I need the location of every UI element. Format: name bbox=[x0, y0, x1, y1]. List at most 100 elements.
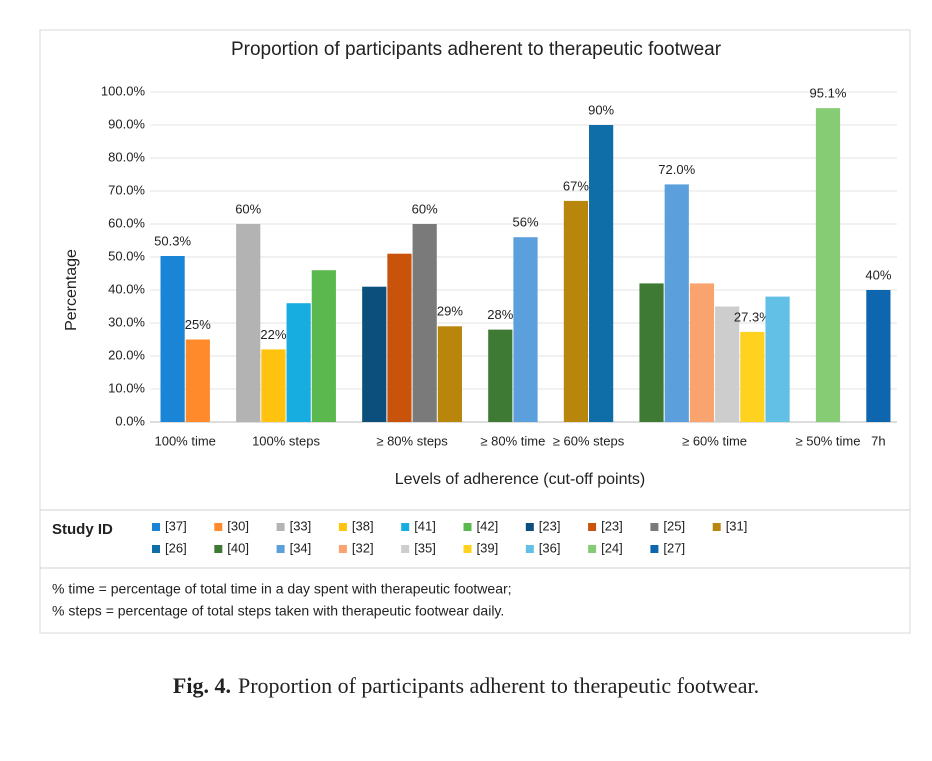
legend-label: [38] bbox=[352, 518, 374, 533]
legend-label: [25] bbox=[663, 518, 685, 533]
legend-label: [36] bbox=[539, 540, 561, 555]
value-label: 67% bbox=[563, 178, 589, 193]
value-label: 95.1% bbox=[810, 86, 847, 101]
legend-label: [23] bbox=[601, 518, 623, 533]
legend-swatch bbox=[276, 545, 285, 553]
footnote: % steps = percentage of total steps take… bbox=[52, 603, 504, 619]
caption-text: Proportion of participants adherent to t… bbox=[238, 673, 759, 698]
caption-label: Fig. 4. bbox=[173, 673, 231, 698]
legend-label: [42] bbox=[477, 518, 499, 533]
legend-label: [26] bbox=[165, 540, 187, 555]
legend-swatch bbox=[214, 545, 223, 553]
bar bbox=[311, 270, 336, 422]
legend-label: [37] bbox=[165, 518, 187, 533]
bar bbox=[715, 306, 740, 422]
legend-label: [23] bbox=[539, 518, 561, 533]
x-tick-label: 100% steps bbox=[252, 433, 320, 448]
bar bbox=[362, 286, 387, 422]
legend-title: Study ID bbox=[52, 521, 113, 538]
legend-swatch bbox=[338, 545, 347, 553]
legend-swatch bbox=[650, 523, 659, 531]
y-axis-label: Percentage bbox=[63, 249, 80, 331]
chart-title: Proportion of participants adherent to t… bbox=[231, 39, 722, 60]
legend-swatch bbox=[588, 545, 597, 553]
bar bbox=[563, 200, 589, 422]
y-tick-label: 100.0% bbox=[101, 83, 146, 98]
x-tick-label: ≥ 80% time bbox=[480, 433, 545, 448]
bar bbox=[689, 283, 715, 422]
y-tick-label: 90.0% bbox=[108, 116, 145, 131]
value-label: 60% bbox=[412, 201, 438, 216]
x-tick-label: ≥ 80% steps bbox=[376, 433, 448, 448]
value-label: 28% bbox=[487, 307, 513, 322]
x-tick-label: 7h bbox=[871, 433, 885, 448]
y-tick-label: 20.0% bbox=[108, 347, 145, 362]
legend-swatch bbox=[588, 523, 597, 531]
bar bbox=[639, 283, 664, 422]
value-label: 27.3% bbox=[734, 309, 771, 324]
legend-swatch bbox=[152, 523, 160, 531]
bar bbox=[664, 184, 689, 422]
legend-swatch bbox=[525, 545, 534, 553]
bar bbox=[765, 296, 790, 422]
x-tick-label: ≥ 60% steps bbox=[553, 433, 625, 448]
y-tick-label: 50.0% bbox=[108, 248, 145, 263]
x-tick-label: ≥ 60% time bbox=[682, 433, 747, 448]
legend-swatch bbox=[463, 523, 472, 531]
legend-label: [27] bbox=[663, 540, 685, 555]
x-tick-label: 100% time bbox=[154, 433, 215, 448]
bar bbox=[387, 253, 412, 422]
x-tick-label: ≥ 50% time bbox=[796, 433, 861, 448]
y-tick-label: 30.0% bbox=[108, 314, 145, 329]
legend-label: [30] bbox=[227, 518, 249, 533]
legend-swatch bbox=[338, 523, 347, 531]
legend-swatch bbox=[214, 523, 223, 531]
bar bbox=[513, 237, 538, 422]
legend-swatch bbox=[401, 523, 410, 531]
value-label: 90% bbox=[588, 102, 614, 117]
bar bbox=[589, 125, 614, 422]
bar bbox=[815, 108, 841, 423]
legend-label: [31] bbox=[726, 518, 748, 533]
legend-swatch bbox=[712, 523, 721, 531]
y-tick-label: 60.0% bbox=[108, 215, 145, 230]
value-label: 29% bbox=[437, 304, 463, 319]
bar bbox=[740, 331, 765, 422]
y-tick-label: 70.0% bbox=[108, 182, 145, 197]
legend-swatch bbox=[525, 523, 534, 531]
legend-label: [33] bbox=[290, 518, 312, 533]
legend-swatch bbox=[276, 523, 285, 531]
chart-frame bbox=[39, 29, 911, 634]
footnote: % time = percentage of total time in a d… bbox=[52, 581, 512, 597]
bar bbox=[412, 224, 437, 422]
y-tick-label: 10.0% bbox=[108, 380, 145, 395]
legend-swatch bbox=[650, 545, 659, 553]
y-tick-label: 40.0% bbox=[108, 281, 145, 296]
value-label: 60% bbox=[235, 201, 261, 216]
legend-label: [35] bbox=[414, 540, 436, 555]
value-label: 56% bbox=[512, 215, 538, 230]
bar bbox=[286, 303, 311, 422]
value-label: 25% bbox=[185, 317, 211, 332]
value-label: 22% bbox=[260, 327, 286, 342]
bar bbox=[488, 329, 513, 422]
bar bbox=[185, 339, 210, 422]
legend-swatch bbox=[463, 545, 472, 553]
value-label: 40% bbox=[865, 267, 891, 282]
bar bbox=[437, 326, 462, 422]
x-axis-label: Levels of adherence (cut-off points) bbox=[395, 471, 646, 488]
legend-label: [40] bbox=[227, 540, 249, 555]
y-tick-label: 80.0% bbox=[108, 149, 145, 164]
bar bbox=[160, 256, 185, 422]
figure-caption: Fig. 4. Proportion of participants adhere… bbox=[173, 673, 759, 698]
bar bbox=[866, 290, 891, 422]
legend-swatch bbox=[152, 545, 160, 553]
value-label: 72.0% bbox=[658, 162, 695, 177]
legend-label: [32] bbox=[352, 540, 374, 555]
bar bbox=[236, 224, 261, 422]
value-label: 50.3% bbox=[154, 233, 191, 248]
legend-label: [39] bbox=[477, 540, 499, 555]
bar bbox=[261, 349, 286, 422]
